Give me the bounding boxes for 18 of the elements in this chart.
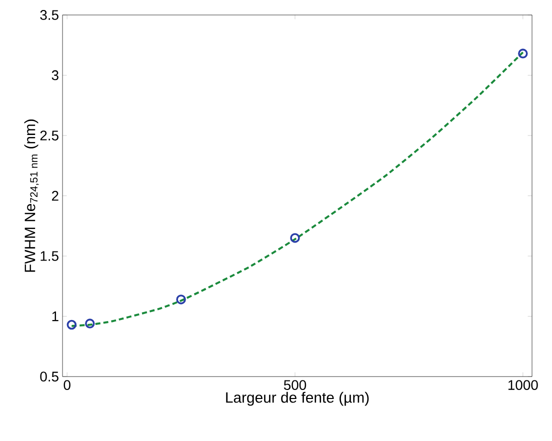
- y-tick-label: 2: [52, 190, 58, 201]
- x-tick-label: 500: [284, 380, 306, 390]
- y-tick-label: 3: [52, 70, 58, 80]
- x-tick-label: 1000: [508, 380, 538, 390]
- y-axis-title: FWHM Ne$_{724,51 nm}$ (nm): [24, 119, 39, 272]
- y-tick-label: 1: [52, 311, 58, 322]
- line-series: [70, 51, 524, 327]
- point: [85, 318, 95, 328]
- y-tick-label: 1.5: [40, 251, 58, 261]
- point: [290, 233, 300, 243]
- x-tick-label: 0: [64, 380, 70, 390]
- y-tick-label: 2.5: [40, 130, 58, 140]
- point: [66, 320, 77, 330]
- point: [176, 294, 186, 304]
- y-tick-label: 3.5: [40, 10, 58, 20]
- x-axis-title: Largeur de fente (µm): [226, 392, 369, 406]
- point: [518, 48, 528, 58]
- y-tick-label: 0.5: [40, 372, 58, 382]
